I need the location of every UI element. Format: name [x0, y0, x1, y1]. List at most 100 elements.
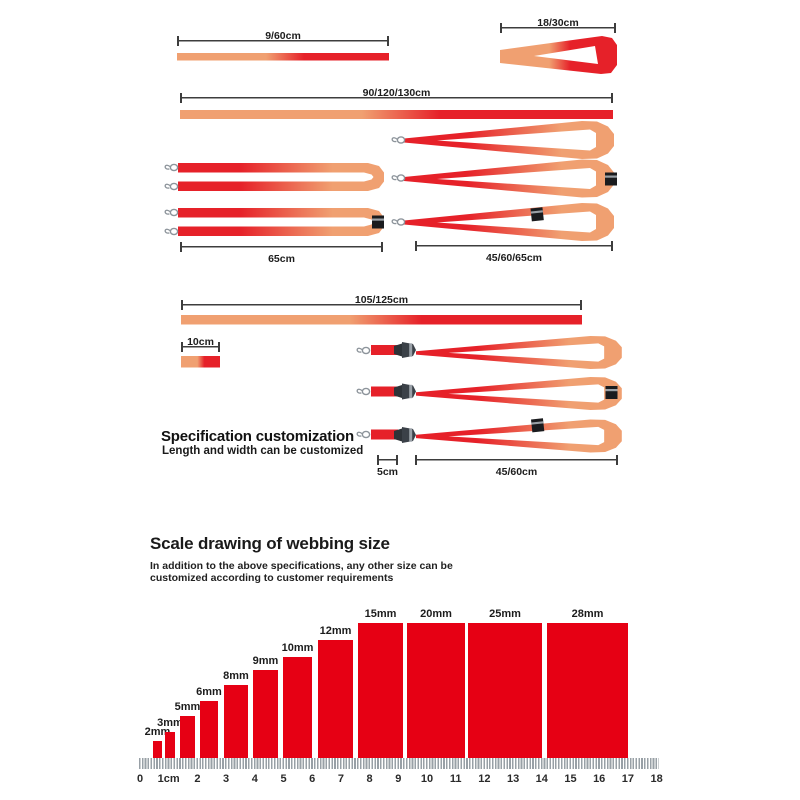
strap-10cm [181, 356, 220, 368]
swivel-clip-icon [356, 346, 371, 355]
ruler-number: 4 [251, 773, 258, 785]
webbing-bar-5mm [180, 716, 195, 758]
dimension-10cm: 10cm [181, 336, 220, 352]
webbing-bar-size-label: 8mm [223, 670, 249, 682]
webbing-bar-size-label: 25mm [489, 608, 521, 620]
swivel-clip-icon [391, 174, 406, 182]
swivel-clip-icon [164, 182, 179, 191]
dimension-line [180, 242, 383, 252]
dimension-line [415, 455, 618, 465]
dimension-18-30cm: 18/30cm [500, 17, 616, 33]
ruler-number: 11 [449, 773, 462, 785]
spec-customization-title: Specification customization [161, 428, 354, 445]
ruler-number: 2 [194, 773, 201, 785]
swivel-clip-icon [356, 430, 371, 439]
buckled-v-lanyard-with-buckle [416, 377, 622, 410]
black-buckle [605, 172, 617, 186]
ruler-number: 8 [366, 773, 373, 785]
dimension-65cm: 65cm [180, 242, 383, 265]
strap-105-125cm [181, 315, 582, 325]
ruler-number: 10 [420, 773, 434, 785]
dimension-line [181, 342, 220, 352]
dimension-line [180, 93, 613, 103]
webbing-bar-20mm [407, 623, 465, 758]
webbing-bar-28mm [547, 623, 628, 758]
v-folded-lanyard-with-buckle [404, 159, 614, 198]
ruler-number: 9 [395, 773, 402, 785]
buckle-strap [371, 429, 398, 440]
webbing-bar-size-label: 10mm [281, 642, 314, 654]
ruler-number: 7 [337, 773, 344, 785]
v-folded-lanyard-with-buckle [404, 203, 614, 241]
webbing-bar-8mm [224, 685, 248, 758]
webbing-bar-size-label: 5mm [174, 701, 201, 713]
webbing-bar-size-label: 6mm [196, 686, 222, 698]
webbing-bar-2mm [153, 741, 162, 758]
webbing-bar-size-label: 12mm [319, 625, 352, 637]
ruler-number: 0 [136, 773, 144, 785]
chart-subtitle-line1: In addition to the above specifications,… [150, 560, 453, 572]
webbing-bar-12mm [318, 640, 353, 758]
black-buckle [530, 207, 544, 222]
dimension-label: 45/60cm [495, 466, 538, 478]
dimension-label: 45/60/65cm [485, 252, 543, 264]
ruler-number: 3 [223, 773, 230, 785]
dimension-label: 65cm [268, 253, 295, 265]
dimension-105-125cm: 105/125cm [181, 294, 582, 310]
ruler-number: 1cm [157, 773, 180, 785]
webbing-bar-10mm [283, 657, 312, 758]
v-folded-lanyard [404, 121, 614, 159]
ruler-number: 12 [478, 773, 491, 785]
ruler-number: 6 [309, 773, 316, 785]
ruler-number: 15 [564, 773, 577, 785]
dimension-45-60cm: 45/60cm [415, 455, 618, 478]
flat-folded-lanyard [178, 163, 384, 191]
side-release-buckle [394, 427, 416, 443]
webbing-bar-size-label: 20mm [420, 608, 452, 620]
webbing-bar-9mm [253, 670, 278, 758]
dimension-90-120-130cm: 90/120/130cm [180, 87, 613, 103]
dimension-9-60cm: 9/60cm [177, 30, 389, 46]
webbing-bar-size-label: 9mm [252, 655, 279, 667]
dimension-45-60-65cm: 45/60/65cm [415, 241, 613, 264]
flat-folded-lanyard-with-buckle [178, 208, 384, 236]
dimension-line [500, 23, 616, 33]
dimension-line [177, 36, 389, 46]
webbing-bar-6mm [200, 701, 218, 758]
swivel-clip-icon [164, 208, 179, 217]
ruler [139, 758, 659, 769]
black-buckle [372, 215, 384, 229]
dimension-line [415, 241, 613, 251]
webbing-bar-size-label: 28mm [571, 608, 604, 620]
chart-subtitle: In addition to the above specifications,… [150, 560, 453, 584]
buckled-v-lanyard [416, 336, 622, 369]
swivel-clip-icon [391, 136, 406, 144]
loop-strap-18-30cm [500, 36, 617, 74]
ruler-number: 18 [650, 773, 663, 785]
buckle-strap [371, 345, 398, 355]
webbing-bar-size-label: 3mm [157, 717, 183, 729]
chart-subtitle-line2: customized according to customer require… [150, 572, 394, 584]
ruler-number: 14 [535, 773, 548, 785]
webbing-bar-15mm [358, 623, 403, 758]
strap-9-60cm [177, 53, 389, 61]
ruler-number: 13 [506, 773, 520, 785]
dimension-5cm: 5cm [377, 455, 398, 478]
buckled-v-lanyard-with-buckle [416, 419, 622, 453]
chart-title: Scale drawing of webbing size [150, 534, 390, 553]
spec-customization-subtitle: Length and width can be customized [162, 445, 364, 457]
swivel-clip-icon [391, 218, 406, 226]
swivel-clip-icon [356, 387, 371, 396]
webbing-bar-size-label: 15mm [364, 608, 397, 620]
ruler-number: 16 [593, 773, 606, 785]
webbing-bar-size-label: 2mm [144, 726, 171, 738]
side-release-buckle [394, 342, 416, 358]
dimension-label: 5cm [377, 466, 399, 478]
buckle-strap [371, 386, 398, 397]
black-buckle [605, 386, 618, 399]
ruler-number: 17 [621, 773, 635, 785]
black-buckle [531, 418, 545, 433]
webbing-bar-25mm [468, 623, 542, 758]
